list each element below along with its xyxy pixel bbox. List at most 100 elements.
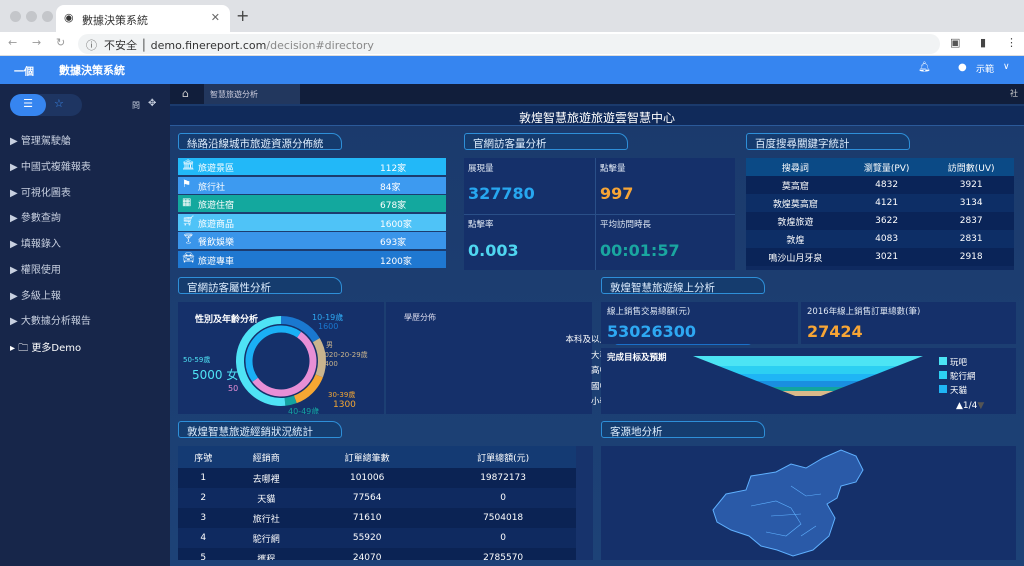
reload-icon[interactable]: ↻ <box>56 36 66 49</box>
resource-name: 旅遊住宿 <box>198 201 235 211</box>
resource-value: 112家 <box>380 164 407 174</box>
gender-age-chart: 性別及年齡分析 10-19歲 1600 男 4020-20-29歲 1400 3… <box>178 302 384 414</box>
table-row: 3 旅行社 71610 7504018 <box>178 508 576 528</box>
close-tab-icon[interactable]: ✕ <box>210 11 220 24</box>
education-label: 大專 <box>590 350 608 361</box>
forward-icon[interactable]: → <box>32 36 42 49</box>
extension-icon[interactable]: ▮ <box>980 36 987 49</box>
legend-swatch <box>939 357 947 365</box>
bell-icon[interactable]: 🔔︎ <box>918 62 931 73</box>
donut-slice-30-39歲[interactable] <box>293 374 323 404</box>
table-cell: 旅行社 <box>252 514 280 525</box>
funnel-stage[interactable] <box>718 366 898 374</box>
table-cell: 5 <box>200 553 207 560</box>
resource-row: ▦ 旅遊住宿 678家 <box>178 195 446 212</box>
user-icon[interactable]: ● <box>958 62 967 73</box>
table-cell: 2918 <box>959 252 983 262</box>
dealers-table: 序號 經銷商 訂單總筆數 訂單總額(元) 1 去哪裡 101006 19872173 2… <box>178 446 593 560</box>
donut-slice-10-19歲[interactable] <box>280 316 320 343</box>
sidebar: ☰ ☆ 問 ✥ ▶ 管理駕駛艙 ▶ 中國式複雜報表 ▶ 可視化圖表 ▶ 參數查詢… <box>0 84 170 566</box>
list-view-icon[interactable]: ☰ <box>10 94 46 116</box>
sidebar-item-more-demo[interactable]: ▸ 🗀 更多Demo <box>10 343 82 354</box>
donut-slice-50-59歲[interactable] <box>236 316 286 406</box>
education-label: 小學 <box>590 397 608 407</box>
donut-title: 性別及年齡分析 <box>195 315 259 325</box>
col-orders: 訂單總筆數 <box>344 453 390 464</box>
table-cell: 0 <box>500 493 506 503</box>
resource-name: 旅遊商品 <box>198 219 235 230</box>
sidebar-item-multilevel[interactable]: ▶ 多級上報 <box>10 291 61 302</box>
tab-menu[interactable]: 社 <box>1010 89 1018 98</box>
user-name[interactable]: 示範 <box>976 65 995 75</box>
funnel-stage[interactable] <box>739 374 877 381</box>
china-map[interactable] <box>601 446 1016 560</box>
dashboard: 敦煌智慧旅遊旅遊雲智慧中心 絲路沿線城市旅遊資源分佈統 🏛︎ 旅遊景區 112家 ⚑ 旅… <box>170 104 1024 566</box>
ctr-label: 點擊率 <box>468 220 494 230</box>
tab-smart-tourism[interactable]: 智慧旅遊分析 <box>204 84 300 104</box>
funnel-stage[interactable] <box>782 391 834 396</box>
online-orders-kpi: 2016年線上銷售訂單總數(筆) 27424 <box>801 302 1016 344</box>
chevron-down-icon[interactable]: ∨ <box>1003 62 1010 72</box>
translate-icon[interactable]: ▣ <box>950 36 961 49</box>
legend-swatch <box>939 385 947 393</box>
visitors-title: 官網訪客量分析 <box>464 133 628 150</box>
resources-title: 絲路沿線城市旅遊資源分佈統 <box>178 133 342 150</box>
sidebar-item-bigdata[interactable]: ▶ 大數據分析報告 <box>10 316 91 327</box>
label-female: 5000 女 <box>192 368 239 382</box>
legend-item[interactable]: 天貓 <box>939 384 967 396</box>
donut-slice-40-49歲[interactable] <box>284 395 297 406</box>
table-cell: 去哪裡 <box>252 474 280 485</box>
resource-value: 1200家 <box>380 256 412 267</box>
resource-name: 餐飲娛樂 <box>198 238 235 248</box>
table-cell: 2 <box>200 493 207 503</box>
table-cell: 4832 <box>875 180 899 190</box>
resource-row: 🚘︎ 旅遊專車 1200家 <box>178 250 446 268</box>
resource-value: 693家 <box>380 238 407 248</box>
donut-slice-男[interactable] <box>245 325 302 382</box>
pin-icon[interactable]: ✥ <box>148 98 157 109</box>
table-cell: 19872173 <box>480 473 527 483</box>
value-age-30-39: 1300 <box>333 400 356 410</box>
collapse-label[interactable]: 問 <box>132 101 140 110</box>
app-title: 數據決策系統 <box>59 64 125 77</box>
sidebar-item-complex-report[interactable]: ▶ 中國式複雜報表 <box>10 162 91 173</box>
legend-label: 玩吧 <box>950 358 968 368</box>
education-title: 學歷分佈 <box>404 313 436 322</box>
table-cell: 敦煌莫高窟 <box>772 199 818 210</box>
home-icon[interactable]: ⌂ <box>182 87 189 100</box>
funnel-stage[interactable] <box>756 381 860 387</box>
sidebar-item-permission[interactable]: ▶ 權限使用 <box>10 265 61 276</box>
url-input[interactable]: ⓘ 不安全 │ demo.finereport.com/decision#dir… <box>78 34 940 54</box>
label-age-40-49: 40-49歲 <box>288 407 320 414</box>
keywords-table: 搜尋詞 瀏覽量(PV) 訪問數(UV) 莫高窟 4832 3921 敦煌莫高窟 4121… <box>746 158 1014 270</box>
table-row: 敦煌 4083 2831 <box>746 230 1014 248</box>
sidebar-item-charts[interactable]: ▶ 可視化圖表 <box>10 188 71 199</box>
sidebar-item-cockpit[interactable]: ▶ 管理駕駛艙 <box>10 136 71 147</box>
sidebar-item-query[interactable]: ▶ 參數查詢 <box>10 213 61 224</box>
donut-slice-20-29歲[interactable] <box>312 338 326 378</box>
menu-icon[interactable]: ⋮ <box>1006 36 1017 49</box>
label-age-10-19: 10-19歲 <box>312 313 344 322</box>
back-icon[interactable]: ← <box>8 36 18 49</box>
resource-row: 🍸︎ 餐飲娛樂 693家 <box>178 232 446 249</box>
visitors-kpi-box: 展現量 327780 點擊量 997 點擊率 0.003 平均訪問時長 00:0… <box>464 158 735 270</box>
favorites-star-icon[interactable]: ☆ <box>54 97 64 110</box>
resource-name: 旅行社 <box>198 182 226 193</box>
browser-tab[interactable]: ◉ 數據決策系統 ✕ <box>56 5 230 32</box>
cocktail-icon: 🍸︎ <box>182 234 195 245</box>
legend-pager[interactable]: ▲1/4▼ <box>956 401 985 411</box>
origin-map <box>601 446 1016 560</box>
donut-slice-女[interactable] <box>252 331 317 397</box>
sidebar-item-fill[interactable]: ▶ 填報錄入 <box>10 239 61 250</box>
table-cell: 天貓 <box>257 494 276 505</box>
legend-item[interactable]: 玩吧 <box>939 356 967 368</box>
funnel-stage[interactable] <box>772 387 844 391</box>
funnel-stage[interactable] <box>693 356 923 366</box>
new-tab-icon[interactable]: + <box>236 6 250 25</box>
avg-duration-value: 00:01:57 <box>600 241 680 260</box>
legend-label: 天貓 <box>950 386 968 396</box>
label-age-50-59: 50-59歲 <box>183 356 211 364</box>
legend-item[interactable]: 駝行網 <box>939 370 976 382</box>
table-cell: 3921 <box>959 180 983 190</box>
app-logo[interactable]: 一個 <box>14 67 34 78</box>
